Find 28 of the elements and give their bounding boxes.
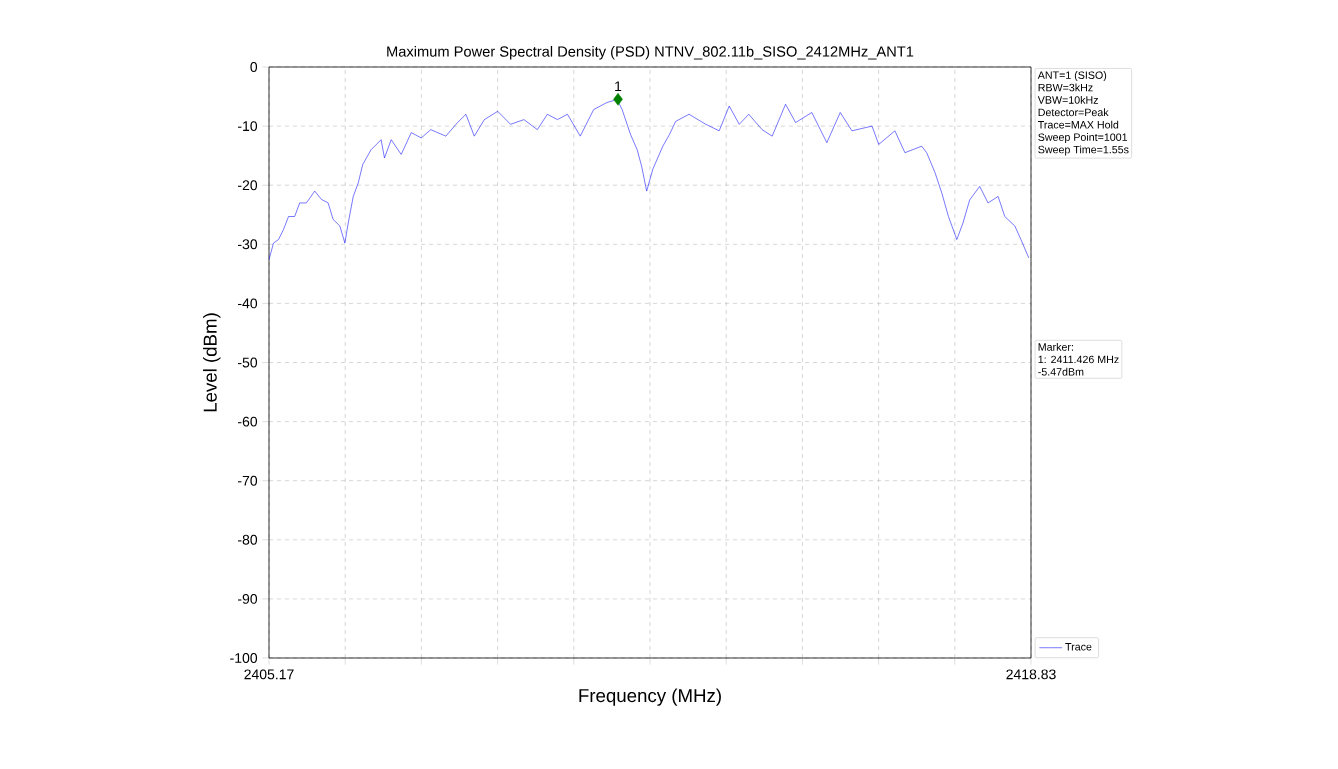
text: RBW=3kHz [1038, 83, 1093, 92]
legend-label: Trace [1065, 643, 1092, 651]
text: Sweep Time=1.55s [1038, 145, 1129, 156]
text: ANT=1 (SISO) [1037, 71, 1107, 82]
y-tick-label: -90 [238, 593, 258, 604]
text: Sweep Point=1001 [1038, 133, 1128, 144]
x-tick-label: 2418.83 [1006, 669, 1056, 680]
text: VBW=10kHz [1037, 95, 1098, 104]
y-tick-label: 0 [250, 62, 258, 72]
text: Marker: [1038, 342, 1073, 351]
x-tick-label: 2405.17 [244, 669, 294, 680]
y-tick-label: -50 [238, 357, 258, 368]
chart-title: Maximum Power Spectral Density (PSD) NTNV_802.11b_SISO_2412MHz_ANT1 [387, 45, 914, 60]
y-tick-label: -80 [238, 534, 258, 545]
y-tick-label: -100 [230, 653, 258, 663]
annotation: 1 [615, 81, 622, 92]
y-axis-title: Level (dBm) [203, 313, 221, 412]
text: 1: 2411.426 MHz [1038, 355, 1119, 364]
text: Trace=MAX Hold [1037, 120, 1119, 129]
y-tick-label: -40 [238, 298, 258, 309]
y-tick-label: -30 [238, 239, 258, 250]
y-tick-label: -60 [238, 416, 258, 427]
x-axis-title: Frequency (MHz) [579, 688, 721, 706]
y-tick-label: -70 [238, 475, 258, 486]
y-tick-label: -20 [238, 180, 258, 191]
text: -5.47dBm [1038, 367, 1084, 376]
text: Detector=Peak [1038, 108, 1109, 117]
y-tick-label: -10 [238, 121, 258, 132]
